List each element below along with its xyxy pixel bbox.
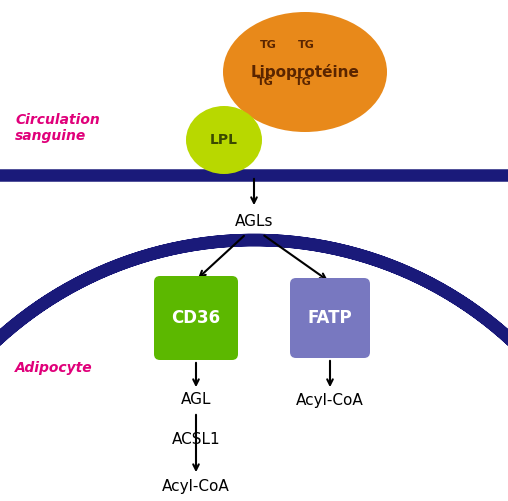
Text: AGLs: AGLs bbox=[235, 214, 273, 229]
Text: ACSL1: ACSL1 bbox=[172, 432, 220, 447]
Text: Acyl-CoA: Acyl-CoA bbox=[296, 392, 364, 407]
FancyBboxPatch shape bbox=[290, 278, 370, 358]
Text: CD36: CD36 bbox=[171, 309, 220, 327]
FancyBboxPatch shape bbox=[154, 276, 238, 360]
Text: AGL: AGL bbox=[181, 392, 211, 407]
Text: TG: TG bbox=[295, 77, 311, 87]
Text: Lipoprotéine: Lipoprotéine bbox=[250, 64, 360, 80]
Text: TG: TG bbox=[298, 40, 314, 50]
Text: TG: TG bbox=[257, 77, 273, 87]
Text: Adipocyte: Adipocyte bbox=[15, 361, 92, 375]
Text: FATP: FATP bbox=[308, 309, 353, 327]
Text: Acyl-CoA: Acyl-CoA bbox=[162, 479, 230, 494]
Text: TG: TG bbox=[260, 40, 276, 50]
Text: Circulation
sanguine: Circulation sanguine bbox=[15, 113, 100, 143]
Ellipse shape bbox=[223, 12, 387, 132]
Ellipse shape bbox=[186, 106, 262, 174]
Text: LPL: LPL bbox=[210, 133, 238, 147]
